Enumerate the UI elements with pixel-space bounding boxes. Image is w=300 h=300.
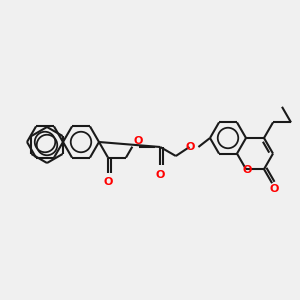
Text: O: O — [133, 136, 143, 146]
Text: O: O — [103, 177, 113, 187]
Text: O: O — [155, 170, 165, 180]
Text: O: O — [270, 184, 279, 194]
Text: O: O — [185, 142, 194, 152]
Text: O: O — [242, 165, 252, 175]
